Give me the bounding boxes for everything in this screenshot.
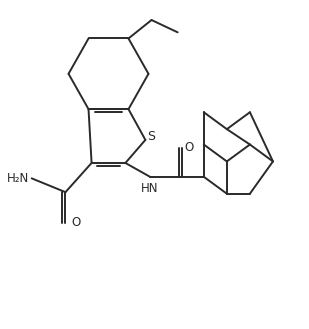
Text: O: O [71, 216, 80, 229]
Text: O: O [185, 141, 194, 154]
Text: HN: HN [141, 182, 159, 195]
Text: H₂N: H₂N [7, 172, 29, 185]
Text: S: S [147, 130, 155, 143]
